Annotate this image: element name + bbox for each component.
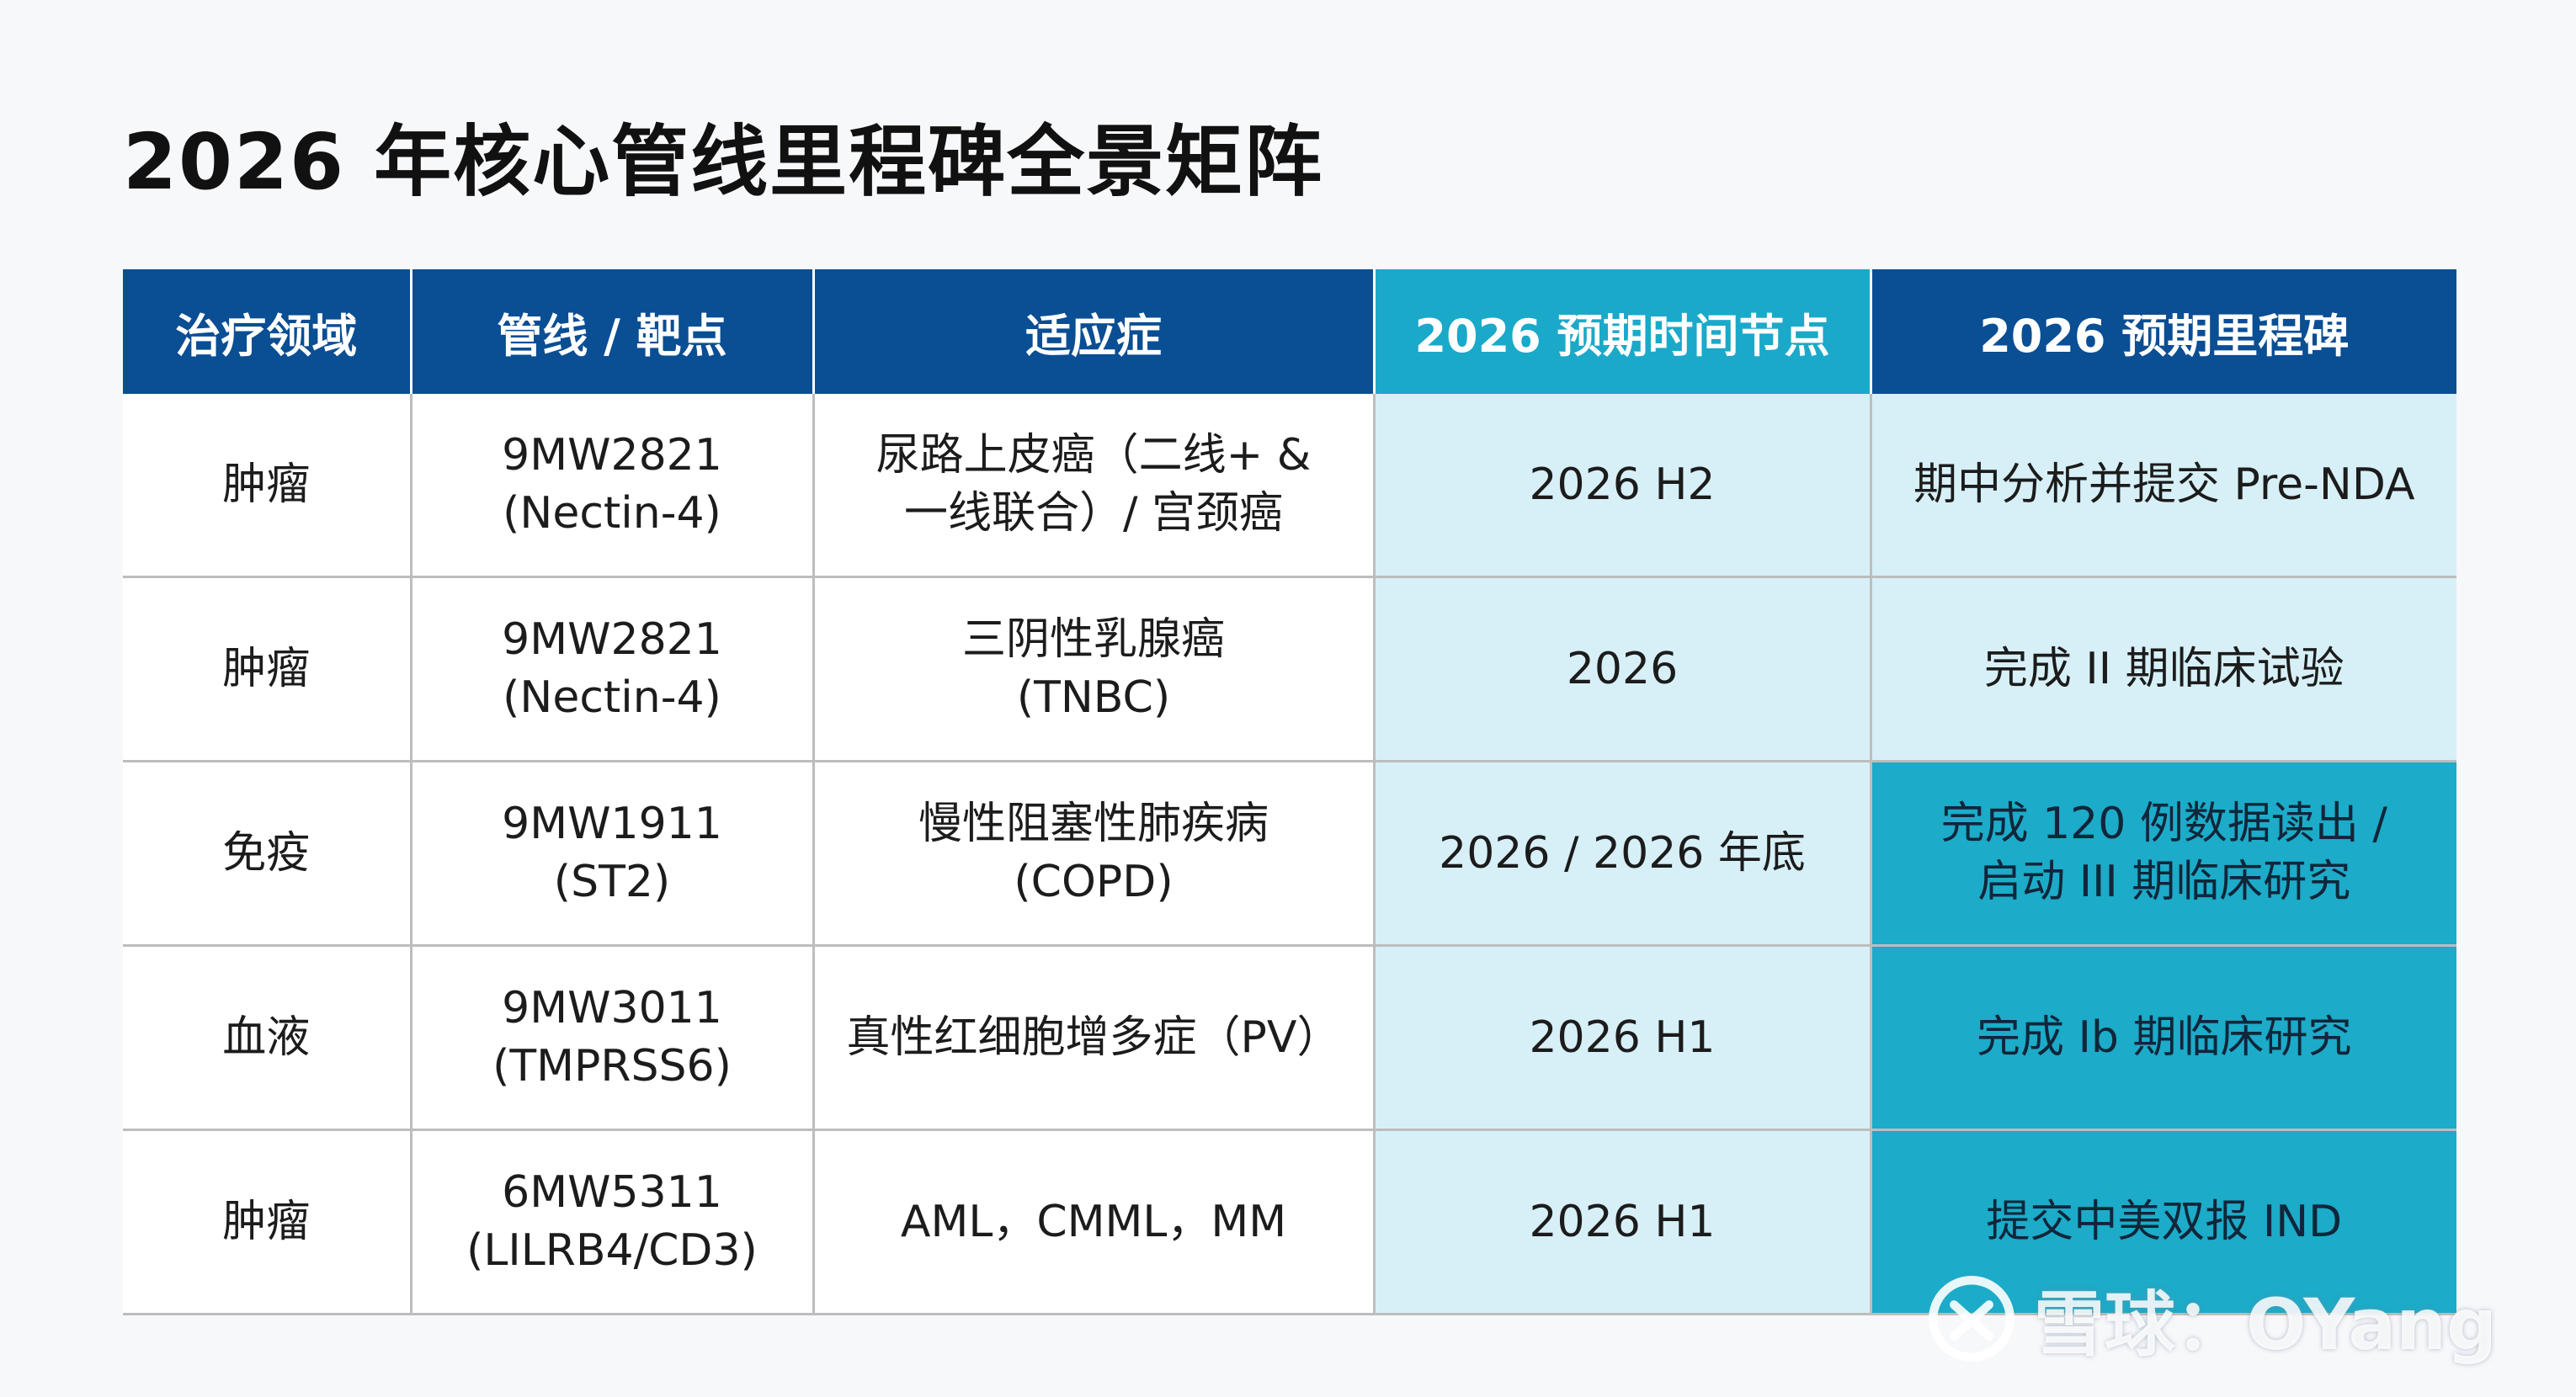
cell-milestone: 完成 II 期临床试验 [1871,576,2456,762]
cell-pipeline: 9MW1911 (ST2) [411,761,815,947]
header-indication: 适应症 [813,269,1376,394]
header-timing: 2026 预期时间节点 [1374,269,1872,394]
cell-indication: 尿路上皮癌（二线+ & 一线联合）/ 宫颈癌 [813,394,1376,578]
cell-timing: 2026 / 2026 年底 [1374,761,1872,947]
table-row: 肿瘤 9MW2821 (Nectin-4) 三阴性乳腺癌 (TNBC) 2026… [123,576,2456,762]
header-area: 治疗领域 [123,269,412,394]
milestone-matrix-table: 治疗领域 管线 / 靶点 适应症 2026 预期时间节点 2026 预期里程碑 … [123,269,2456,1315]
cell-timing: 2026 H2 [1374,394,1872,578]
cell-area: 肿瘤 [123,394,412,578]
cell-milestone: 完成 120 例数据读出 / 启动 III 期临床研究 [1871,761,2456,947]
watermark: 雪球：OYang [1928,1272,2497,1366]
watermark-text: 雪球：OYang [2034,1283,2498,1366]
xueqiu-logo-icon [1929,1276,2014,1362]
cell-milestone: 期中分析并提交 Pre-NDA [1871,394,2456,578]
header-milestone: 2026 预期里程碑 [1871,269,2456,394]
table-header-row: 治疗领域 管线 / 靶点 适应症 2026 预期时间节点 2026 预期里程碑 [123,269,2456,394]
cell-timing: 2026 [1374,576,1872,762]
cell-indication: 慢性阻塞性肺疾病 (COPD) [813,761,1376,947]
table-row: 血液 9MW3011 (TMPRSS6) 真性红细胞增多症（PV） 2026 H… [123,945,2456,1131]
cell-milestone: 完成 Ib 期临床研究 [1871,945,2456,1131]
cell-area: 肿瘤 [123,1129,412,1315]
cell-indication: 三阴性乳腺癌 (TNBC) [813,576,1376,762]
header-pipeline: 管线 / 靶点 [411,269,815,394]
cell-area: 血液 [123,945,412,1131]
table-row: 肿瘤 6MW5311 (LILRB4/CD3) AML，CMML，MM 2026… [123,1129,2456,1315]
cell-indication: 真性红细胞增多症（PV） [813,945,1376,1131]
page-title: 2026 年核心管线里程碑全景矩阵 [123,117,1324,207]
table-row: 肿瘤 9MW2821 (Nectin-4) 尿路上皮癌（二线+ & 一线联合）/… [123,394,2456,578]
cell-pipeline: 9MW2821 (Nectin-4) [411,576,815,762]
cell-indication: AML，CMML，MM [813,1129,1376,1315]
cell-pipeline: 9MW3011 (TMPRSS6) [411,945,815,1131]
cell-pipeline: 6MW5311 (LILRB4/CD3) [411,1129,815,1315]
table-row: 免疫 9MW1911 (ST2) 慢性阻塞性肺疾病 (COPD) 2026 / … [123,761,2456,947]
cell-timing: 2026 H1 [1374,945,1872,1131]
cell-timing: 2026 H1 [1374,1129,1872,1315]
cell-area: 免疫 [123,761,412,947]
cell-area: 肿瘤 [123,576,412,762]
cell-pipeline: 9MW2821 (Nectin-4) [411,394,815,578]
